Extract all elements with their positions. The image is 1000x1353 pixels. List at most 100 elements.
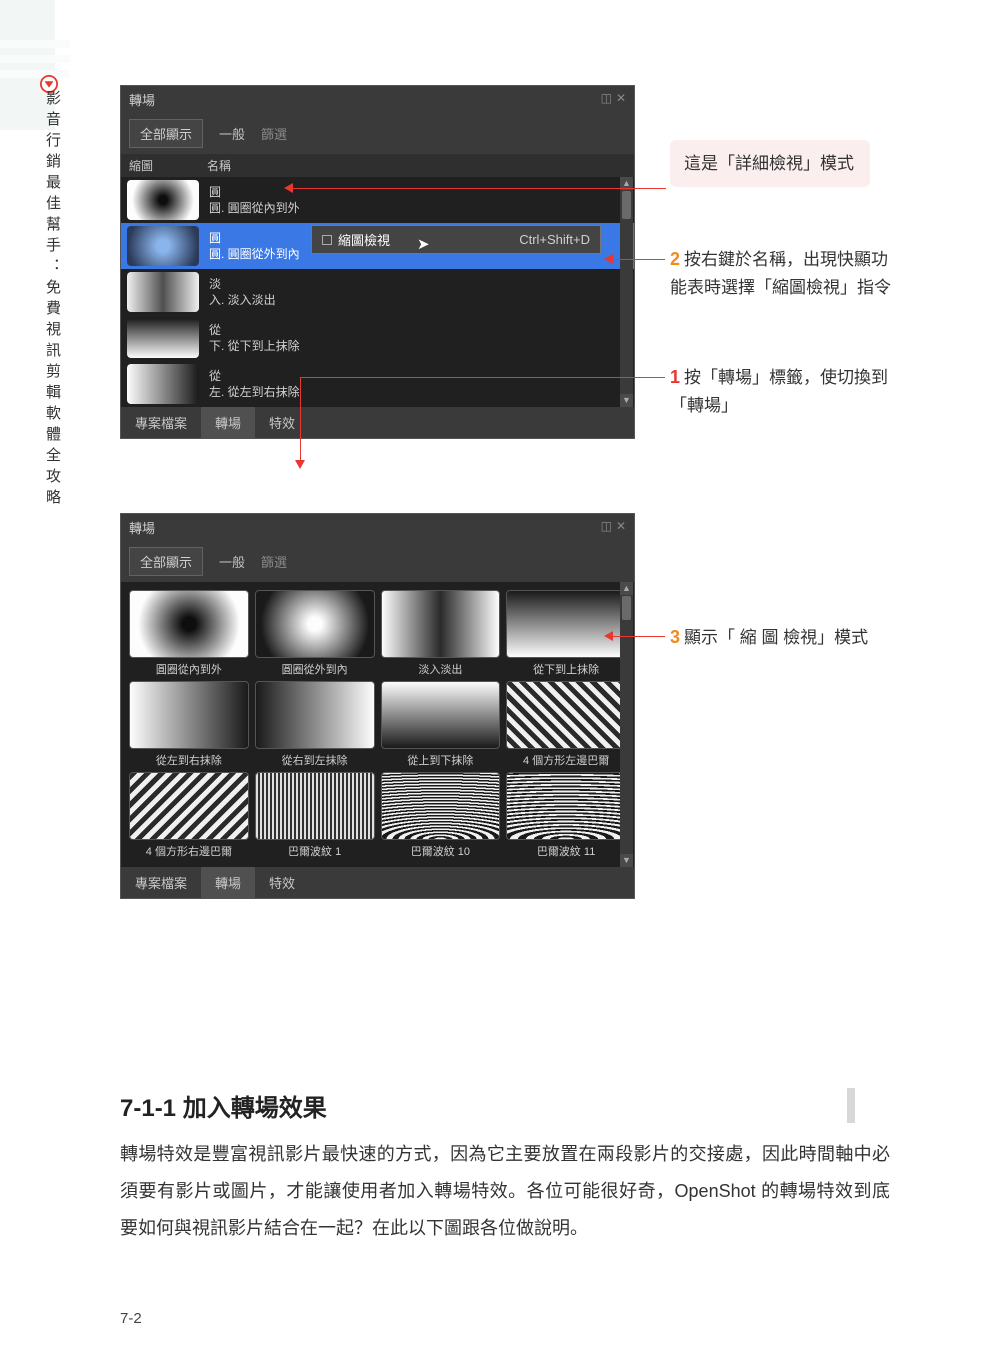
step-number-2: 2: [670, 249, 680, 269]
close-icon[interactable]: ✕: [616, 91, 626, 105]
leader-line: [300, 377, 665, 378]
checkbox-icon: [322, 235, 332, 245]
transition-caption: 從下到上抹除: [506, 658, 626, 677]
panel-title-text: 轉場: [129, 518, 155, 537]
bottom-tabs: 專案檔案 轉場 特效: [121, 867, 634, 898]
transition-thumb: [129, 681, 249, 749]
cursor-icon: ➤: [417, 235, 430, 253]
scroll-thumb[interactable]: [622, 191, 631, 219]
panel-window-icons: ◫✕: [597, 518, 626, 537]
transition-thumb: [506, 681, 626, 749]
filter-input[interactable]: 篩選: [261, 124, 287, 143]
scroll-up-icon[interactable]: ▲: [620, 582, 633, 595]
scroll-thumb[interactable]: [622, 596, 631, 620]
transition-thumb: [255, 772, 375, 840]
tab-project-files[interactable]: 專案檔案: [121, 867, 201, 898]
transitions-panel-detail: 轉場 ◫✕ 全部顯示 一般 篩選 縮圖 名稱 圓圓. 圓圈從內到外 圓圓. 圓圈…: [120, 85, 635, 439]
transition-caption: 4 個方形右邊巴爾: [129, 840, 249, 859]
arrow-head-icon: [604, 254, 613, 264]
transition-thumb: [381, 590, 501, 658]
panel-title-bar: 轉場 ◫✕: [121, 514, 634, 541]
list-item[interactable]: 圓圓. 圓圈從內到外: [121, 177, 634, 223]
arrow-head-icon: [284, 183, 293, 193]
transitions-panel-grid: 轉場 ◫✕ 全部顯示 一般 篩選 圓圈從內到外圓圈從外到內淡入淡出從下到上抹除從…: [120, 513, 635, 899]
grid-item[interactable]: 圓圈從外到內: [255, 590, 375, 677]
transitions-list: 圓圓. 圓圈從內到外 圓圓. 圓圈從外到內 縮圖檢視 Ctrl+Shift+D …: [121, 177, 634, 407]
tab-project-files[interactable]: 專案檔案: [121, 407, 201, 438]
grid-item[interactable]: 巴爾波紋 10: [381, 772, 501, 859]
grid-item[interactable]: 從左到右抹除: [129, 681, 249, 768]
general-tab[interactable]: 一般: [213, 548, 251, 575]
transition-thumb: [381, 681, 501, 749]
scroll-down-icon[interactable]: ▼: [620, 854, 633, 867]
transition-caption: 巴爾波紋 10: [381, 840, 501, 859]
tab-transitions[interactable]: 轉場: [201, 867, 255, 898]
transition-thumb: [129, 772, 249, 840]
step-number-1: 1: [670, 367, 680, 387]
show-all-button[interactable]: 全部顯示: [129, 547, 203, 576]
transition-thumb: [506, 590, 626, 658]
thumb-left-right: [127, 364, 199, 404]
close-icon[interactable]: ✕: [616, 519, 626, 533]
transition-caption: 4 個方形左邊巴爾: [506, 749, 626, 768]
panel-title-bar: 轉場 ◫✕: [121, 86, 634, 113]
transition-caption: 圓圈從內到外: [129, 658, 249, 677]
transition-thumb: [255, 590, 375, 658]
detach-icon[interactable]: ◫: [601, 519, 612, 533]
bottom-tabs: 專案檔案 轉場 特效: [121, 407, 634, 438]
scrollbar[interactable]: ▲ ▼: [620, 177, 633, 407]
thumb-bottom-top: [127, 318, 199, 358]
list-item[interactable]: 從下. 從下到上抹除: [121, 315, 634, 361]
list-item[interactable]: 從左. 從左到右抹除: [121, 361, 634, 407]
callout-step2: 2按右鍵於名稱，出現快顯功能表時選擇「縮圖檢視」指令: [670, 245, 900, 301]
transition-caption: 從右到左抹除: [255, 749, 375, 768]
section-heading: 7-1-1 加入轉場效果: [120, 1088, 855, 1123]
detach-icon[interactable]: ◫: [601, 91, 612, 105]
context-menu[interactable]: 縮圖檢視 Ctrl+Shift+D: [311, 225, 601, 254]
grid-item[interactable]: 從右到左抹除: [255, 681, 375, 768]
thumb-fade: [127, 272, 199, 312]
transition-caption: 巴爾波紋 1: [255, 840, 375, 859]
grid-item[interactable]: 從上到下抹除: [381, 681, 501, 768]
arrow-head-icon: [604, 631, 613, 641]
list-item[interactable]: 淡入. 淡入淡出: [121, 269, 634, 315]
transition-thumb: [506, 772, 626, 840]
section-body: 轉場特效是豐富視訊影片最快速的方式，因為它主要放置在兩段影片的交接處，因此時間軸…: [120, 1136, 890, 1247]
transition-thumb: [255, 681, 375, 749]
scrollbar[interactable]: ▲ ▼: [620, 582, 633, 867]
panel-toolbar: 全部顯示 一般 篩選: [121, 113, 634, 154]
list-item-selected[interactable]: 圓圓. 圓圈從外到內 縮圖檢視 Ctrl+Shift+D ➤: [121, 223, 634, 269]
grid-item[interactable]: 巴爾波紋 11: [506, 772, 626, 859]
thumb-circle-out: [127, 180, 199, 220]
grid-item[interactable]: 4 個方形右邊巴爾: [129, 772, 249, 859]
transition-caption: 淡入淡出: [381, 658, 501, 677]
tab-effects[interactable]: 特效: [255, 867, 309, 898]
general-tab[interactable]: 一般: [213, 120, 251, 147]
ctx-shortcut: Ctrl+Shift+D: [519, 232, 590, 247]
page-number: 7-2: [120, 1310, 142, 1327]
col-thumb-header[interactable]: 縮圖: [121, 157, 207, 174]
column-headers: 縮圖 名稱: [121, 154, 634, 177]
col-name-header[interactable]: 名稱: [207, 157, 634, 174]
grid-item[interactable]: 4 個方形左邊巴爾: [506, 681, 626, 768]
panel-toolbar: 全部顯示 一般 篩選: [121, 541, 634, 582]
ctx-thumb-view[interactable]: 縮圖檢視: [338, 230, 390, 249]
panel-title-text: 轉場: [129, 90, 155, 109]
grid-item[interactable]: 淡入淡出: [381, 590, 501, 677]
callout-step3: 3顯示「 縮 圖 檢視」模式: [670, 623, 880, 652]
scroll-down-icon[interactable]: ▼: [620, 394, 633, 407]
tab-transitions[interactable]: 轉場: [201, 407, 255, 438]
callout-detail-view: 這是「詳細檢視」模式: [670, 140, 870, 187]
panel-window-icons: ◫✕: [597, 90, 626, 109]
transition-caption: 圓圈從外到內: [255, 658, 375, 677]
grid-item[interactable]: 圓圈從內到外: [129, 590, 249, 677]
show-all-button[interactable]: 全部顯示: [129, 119, 203, 148]
transitions-grid: 圓圈從內到外圓圈從外到內淡入淡出從下到上抹除從左到右抹除從右到左抹除從上到下抹除…: [121, 582, 634, 867]
transition-thumb: [129, 590, 249, 658]
arrow-head-icon: [295, 460, 305, 469]
callout-step1: 1按「轉場」標籤，使切換到「轉場」: [670, 363, 890, 419]
step-number-3: 3: [670, 627, 680, 647]
leader-line: [610, 636, 665, 637]
grid-item[interactable]: 巴爾波紋 1: [255, 772, 375, 859]
filter-input[interactable]: 篩選: [261, 552, 287, 571]
